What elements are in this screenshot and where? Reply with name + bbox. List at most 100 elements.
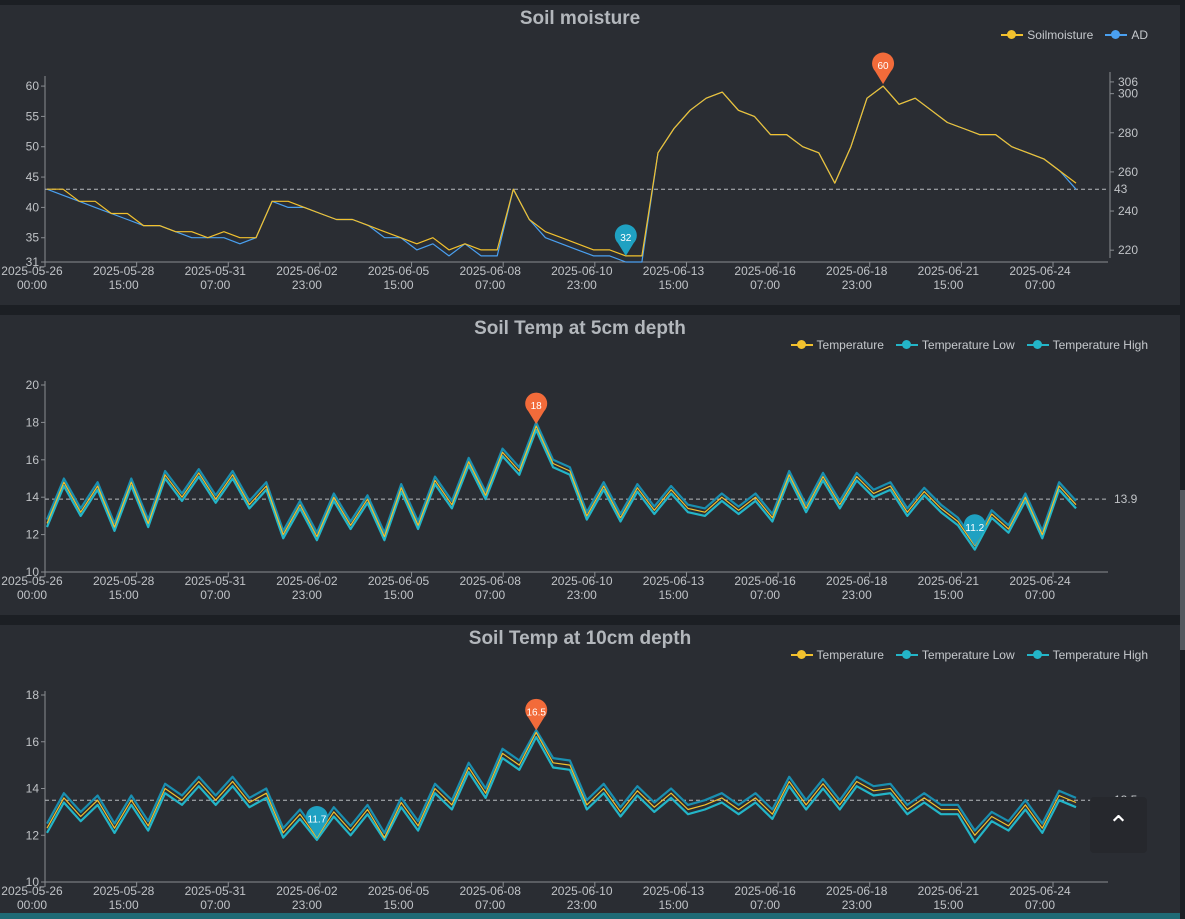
x-tick-label: 2025-06-18 23:00 — [826, 574, 888, 602]
x-tick-time: 07:00 — [200, 588, 230, 602]
chart-title: Soil Temp at 5cm depth — [474, 318, 686, 339]
x-tick-date: 2025-06-10 — [551, 264, 613, 278]
x-tick-time: 07:00 — [750, 898, 780, 912]
legend-item-temperature-low[interactable]: Temperature Low — [895, 648, 1015, 662]
x-tick-label: 2025-06-16 07:00 — [734, 264, 796, 292]
x-tick-time: 07:00 — [750, 588, 780, 602]
x-tick-time: 23:00 — [292, 588, 322, 602]
x-tick-time: 23:00 — [567, 588, 597, 602]
x-tick-date: 2025-05-26 — [1, 884, 63, 898]
x-tick-time: 15:00 — [109, 278, 139, 292]
x-tick-time: 00:00 — [17, 588, 47, 602]
y-tick-label: 14 — [26, 782, 40, 796]
legend-item-temperature-high[interactable]: Temperature High — [1026, 338, 1148, 352]
pin-shape — [305, 806, 328, 838]
x-tick-label: 2025-06-21 15:00 — [918, 264, 980, 292]
x-tick-date: 2025-05-26 — [1, 264, 63, 278]
x-tick-time: 07:00 — [475, 898, 505, 912]
x-tick-time: 23:00 — [842, 588, 872, 602]
legend-marker-icon — [790, 650, 813, 660]
x-tick-time: 00:00 — [17, 278, 47, 292]
x-tick-time: 15:00 — [384, 278, 414, 292]
x-tick-date: 2025-05-26 — [1, 574, 63, 588]
chevron-up-icon: ⌃ — [1107, 809, 1130, 840]
series-line-temperature-low — [46, 735, 1077, 844]
x-tick-date: 2025-06-05 — [368, 574, 430, 588]
y-tick-label: 16 — [26, 453, 40, 467]
x-tick-time: 15:00 — [109, 898, 139, 912]
x-tick-date: 2025-06-16 — [734, 574, 796, 588]
scrollbar-track[interactable] — [1180, 0, 1185, 919]
pin-label: 16.5 — [526, 707, 546, 718]
back-to-top-button[interactable]: ⌃ — [1090, 797, 1147, 853]
legend-item-temperature[interactable]: Temperature — [790, 648, 884, 662]
x-tick-label: 2025-05-28 15:00 — [93, 884, 155, 912]
pin-label: 32 — [620, 233, 632, 244]
scrollbar-thumb[interactable] — [1180, 490, 1185, 650]
legend-marker-icon — [1026, 340, 1049, 350]
x-tick-label: 2025-06-21 15:00 — [918, 574, 980, 602]
x-tick-date: 2025-05-31 — [185, 264, 247, 278]
legend-item-ad[interactable]: AD — [1105, 28, 1148, 42]
x-tick-label: 2025-06-13 15:00 — [643, 264, 705, 292]
x-tick-label: 2025-06-08 07:00 — [459, 574, 521, 602]
x-tick-date: 2025-06-24 — [1009, 574, 1071, 588]
legend-item-temperature-low[interactable]: Temperature Low — [895, 338, 1015, 352]
y-right-tick-label: 280 — [1118, 126, 1138, 140]
x-tick-date: 2025-06-21 — [918, 574, 980, 588]
series-line-temperature — [46, 425, 1077, 547]
x-tick-label: 2025-06-02 23:00 — [276, 884, 338, 912]
x-tick-time: 15:00 — [384, 588, 414, 602]
y-tick-label: 55 — [26, 109, 40, 123]
x-tick-label: 2025-06-16 07:00 — [734, 574, 796, 602]
x-tick-label: 2025-06-16 07:00 — [734, 884, 796, 912]
min-value-marker: 32 — [614, 224, 637, 256]
x-tick-time: 15:00 — [658, 898, 688, 912]
x-tick-time: 15:00 — [658, 588, 688, 602]
x-tick-label: 2025-06-24 07:00 — [1009, 884, 1071, 912]
x-tick-time: 15:00 — [109, 588, 139, 602]
x-tick-date: 2025-06-02 — [276, 574, 338, 588]
legend-label: AD — [1131, 28, 1148, 42]
y-right-tick-label: 306 — [1118, 75, 1138, 89]
x-tick-label: 2025-06-10 23:00 — [551, 884, 613, 912]
mean-label: 43 — [1114, 182, 1128, 196]
x-tick-time: 07:00 — [475, 588, 505, 602]
x-tick-date: 2025-06-18 — [826, 884, 888, 898]
y-tick-label: 20 — [26, 378, 40, 392]
x-tick-label: 2025-06-18 23:00 — [826, 264, 888, 292]
x-tick-date: 2025-06-21 — [918, 264, 980, 278]
x-tick-time: 07:00 — [750, 278, 780, 292]
legend-marker-icon — [1001, 30, 1024, 40]
x-tick-time: 23:00 — [567, 898, 597, 912]
legend-item-soilmoisture[interactable]: Soilmoisture — [1001, 28, 1093, 42]
y-tick-label: 18 — [26, 688, 40, 702]
y-tick-label: 14 — [26, 490, 40, 504]
x-tick-label: 2025-06-10 23:00 — [551, 264, 613, 292]
legend-marker-icon — [1026, 650, 1049, 660]
min-value-marker: 11.7 — [305, 806, 328, 838]
y-right-tick-label: 220 — [1118, 243, 1138, 257]
x-tick-label: 2025-06-24 07:00 — [1009, 574, 1071, 602]
y-tick-label: 16 — [26, 735, 40, 749]
x-tick-label: 2025-06-13 15:00 — [643, 574, 705, 602]
x-tick-date: 2025-06-18 — [826, 574, 888, 588]
legend-item-temperature[interactable]: Temperature — [790, 338, 884, 352]
x-tick-label: 2025-06-05 15:00 — [368, 574, 430, 602]
y-tick-label: 35 — [26, 231, 40, 245]
y-right-tick-label: 240 — [1118, 204, 1138, 218]
chart-title: Soil Temp at 10cm depth — [468, 628, 692, 649]
x-tick-time: 23:00 — [567, 278, 597, 292]
legend-item-temperature-high[interactable]: Temperature High — [1026, 648, 1148, 662]
x-tick-time: 23:00 — [292, 278, 322, 292]
x-tick-label: 2025-06-08 07:00 — [459, 884, 521, 912]
legend-marker-icon — [895, 650, 918, 660]
legend-marker-icon — [895, 340, 918, 350]
x-tick-label: 2025-05-26 00:00 — [1, 884, 63, 912]
x-tick-label: 2025-05-31 07:00 — [185, 264, 247, 292]
x-tick-date: 2025-05-28 — [93, 574, 155, 588]
x-tick-date: 2025-06-24 — [1009, 264, 1071, 278]
x-tick-date: 2025-06-13 — [643, 574, 705, 588]
x-tick-time: 07:00 — [200, 898, 230, 912]
